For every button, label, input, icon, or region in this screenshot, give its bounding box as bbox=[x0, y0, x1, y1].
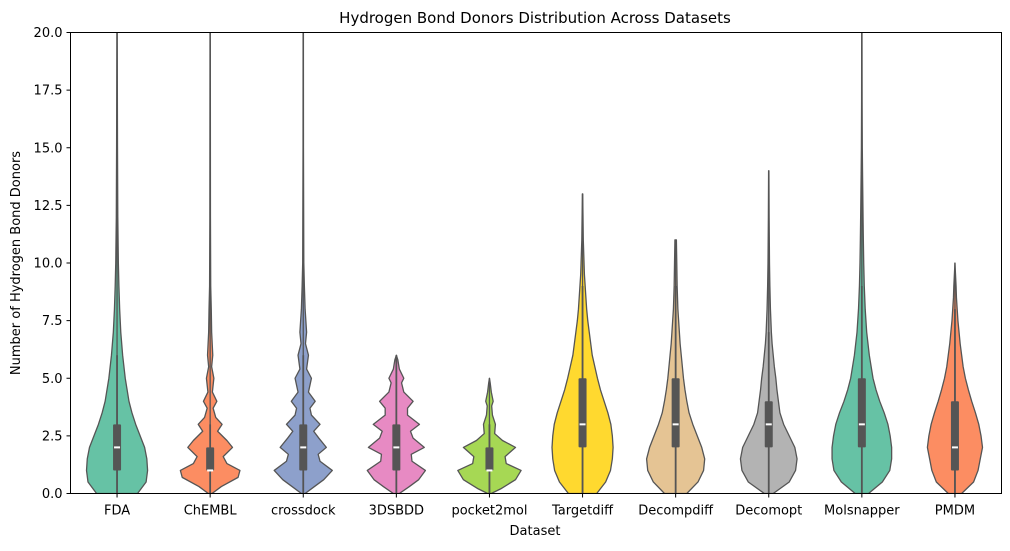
chart-title: Hydrogen Bond Donors Distribution Across… bbox=[339, 9, 731, 27]
x-tick-label-crossdock: crossdock bbox=[271, 504, 336, 519]
x-tick-label-FDA: FDA bbox=[104, 504, 130, 519]
y-tick-label: 15.0 bbox=[34, 141, 63, 156]
x-tick-label-Targetdiff: Targetdiff bbox=[551, 504, 614, 519]
x-tick-label-Molsnapper: Molsnapper bbox=[824, 504, 900, 519]
y-tick-label: 10.0 bbox=[34, 257, 63, 272]
y-tick-label: 17.5 bbox=[34, 84, 63, 99]
x-tick-label-Decomopt: Decomopt bbox=[735, 504, 802, 519]
x-tick-label-pocket2mol: pocket2mol bbox=[451, 504, 527, 519]
y-tick-label: 2.5 bbox=[42, 429, 63, 444]
boxes-layer bbox=[113, 32, 959, 494]
y-axis-label: Number of Hydrogen Bond Donors bbox=[9, 151, 24, 375]
iqr-box-pocket2mol bbox=[485, 447, 494, 471]
iqr-box-Targetdiff bbox=[578, 378, 587, 448]
x-axis: FDA ChEMBL crossdock 3DSBDD pocket2mol Target… bbox=[104, 493, 975, 519]
y-tick-label: 20.0 bbox=[34, 26, 63, 41]
iqr-box-Molsnapper bbox=[857, 378, 866, 448]
y-axis: 0.0 2.5 5.0 7.5 10.0 12.5 15.0 17.5 20.0 bbox=[34, 26, 71, 502]
y-tick-label: 0.0 bbox=[42, 487, 63, 502]
y-tick-label: 7.5 bbox=[42, 314, 63, 329]
x-tick-label-3DSBDD: 3DSBDD bbox=[369, 504, 424, 519]
iqr-box-PMDM bbox=[950, 401, 959, 471]
x-axis-label: Dataset bbox=[510, 524, 561, 539]
iqr-box-Decompdiff bbox=[671, 378, 680, 448]
y-tick-label: 5.0 bbox=[42, 372, 63, 387]
iqr-box-ChEMBL bbox=[206, 447, 215, 471]
x-tick-label-PMDM: PMDM bbox=[935, 504, 975, 519]
y-tick-label: 12.5 bbox=[34, 199, 63, 214]
x-tick-label-ChEMBL: ChEMBL bbox=[184, 504, 238, 519]
x-tick-label-Decompdiff: Decompdiff bbox=[638, 504, 714, 519]
